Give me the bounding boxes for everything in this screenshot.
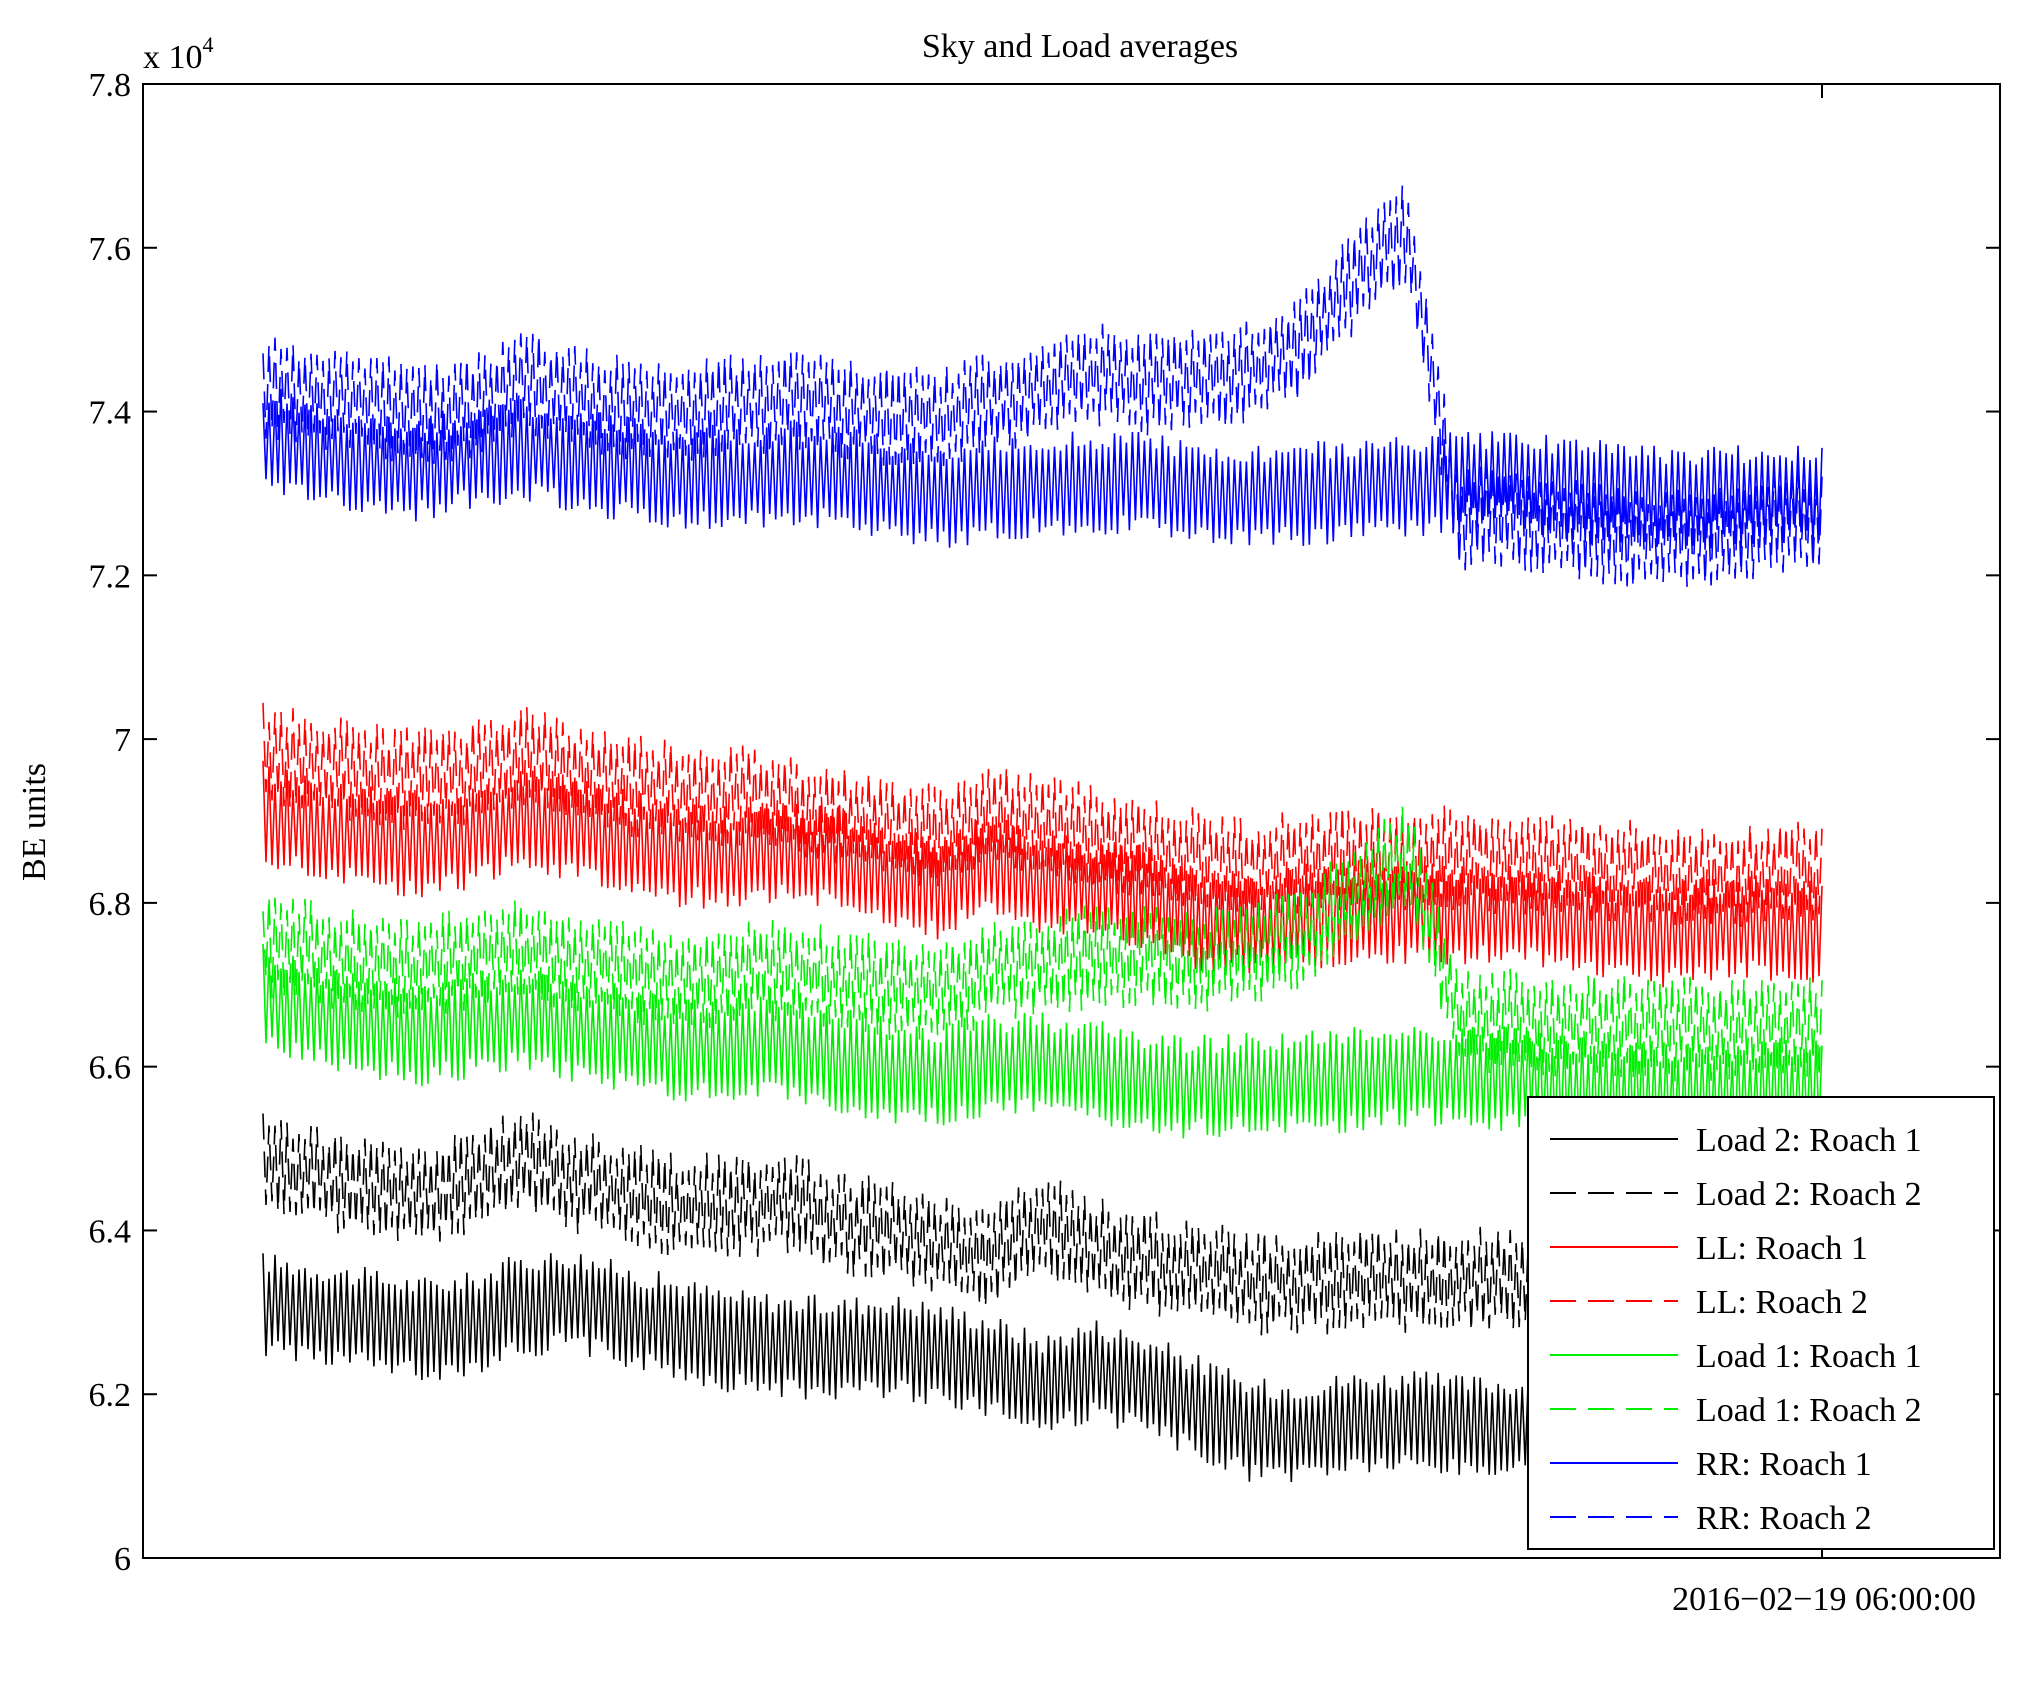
plot-area-border <box>142 83 2001 1559</box>
y-axis-label: BE units <box>16 763 53 881</box>
series-line-5 <box>262 805 1823 1082</box>
legend-label: RR: Roach 1 <box>1696 1446 1872 1483</box>
y-tick-label: 7.6 <box>89 231 132 268</box>
series-line-6 <box>262 388 1823 550</box>
chart-title: Sky and Load averages <box>922 28 1238 65</box>
legend: Load 2: Roach 1 Load 2: Roach 2 LL: Roach … <box>1527 1096 1995 1550</box>
legend-label: LL: Roach 2 <box>1696 1284 1868 1321</box>
y-tick-label: 6.6 <box>89 1050 132 1087</box>
y-tick-label: 7 <box>114 722 131 759</box>
y-tick-label: 7.2 <box>89 558 132 595</box>
y-multiplier-exponent: 4 <box>203 32 214 57</box>
series-line-3 <box>262 702 1823 930</box>
legend-label: Load 1: Roach 1 <box>1696 1338 1922 1375</box>
series-line-2 <box>262 760 1823 988</box>
y-tick-label: 7.8 <box>89 67 132 104</box>
y-multiplier-base: x 10 <box>143 39 203 76</box>
legend-label: Load 2: Roach 2 <box>1696 1176 1922 1213</box>
y-tick-label: 6.2 <box>89 1377 132 1414</box>
y-tick-label: 6.4 <box>89 1213 132 1250</box>
y-tick-label: 6 <box>114 1541 131 1578</box>
legend-label: Load 1: Roach 2 <box>1696 1392 1922 1429</box>
y-multiplier-label: x 104 <box>143 32 214 76</box>
legend-box <box>1527 1096 1995 1550</box>
series-line-7 <box>262 185 1823 588</box>
legend-label: LL: Roach 1 <box>1696 1230 1868 1267</box>
y-ticks: 6 6.2 6.4 6.6 6.8 7 7.2 7.4 7.6 7.8 <box>89 67 2000 1578</box>
series-line-1 <box>262 1112 1823 1349</box>
y-tick-label: 6.8 <box>89 886 132 923</box>
x-tick-label: 2016−02−19 06:00:00 <box>1672 1581 1976 1618</box>
y-tick-label: 7.4 <box>89 395 132 432</box>
legend-label: Load 2: Roach 1 <box>1696 1122 1922 1159</box>
legend-label: RR: Roach 2 <box>1696 1500 1872 1537</box>
